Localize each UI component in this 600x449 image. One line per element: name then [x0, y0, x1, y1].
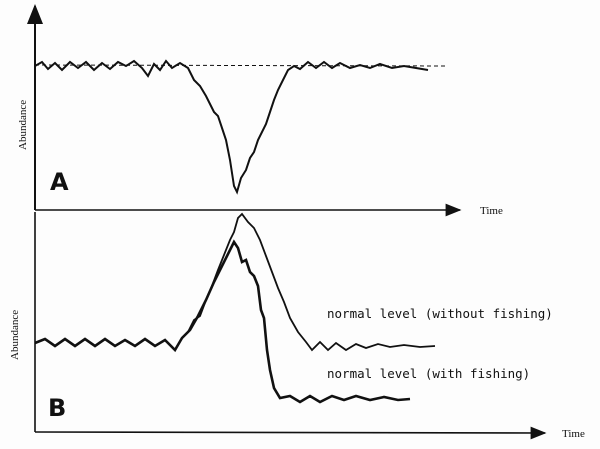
panel-b-y-axis-label: Abundance [9, 310, 21, 360]
panel-a-y-axis-label: Abundance [17, 100, 29, 150]
panel-b-x-axis [34, 426, 547, 440]
label-with-fishing: normal level (with fishing) [327, 366, 530, 381]
panel-b: B Abundance Time normal level (without f… [9, 212, 585, 440]
panel-a: A Abundance Time [17, 4, 503, 217]
panel-a-normal-level-dashed [34, 64, 449, 67]
panel-b-letter: B [48, 394, 66, 422]
panel-a-x-axis-label: Time [480, 205, 503, 217]
label-without-fishing: normal level (without fishing) [327, 306, 553, 321]
curve-without-fishing [34, 212, 436, 352]
curve-with-fishing [34, 239, 411, 404]
panel-a-letter: A [50, 168, 69, 196]
panel-a-abundance-curve [34, 59, 429, 195]
panel-b-x-axis-label: Time [562, 428, 585, 440]
